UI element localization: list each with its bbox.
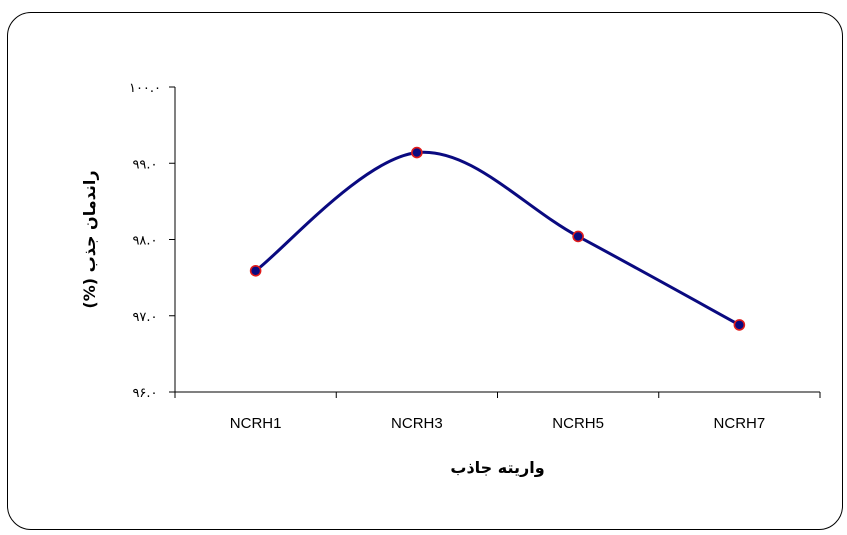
data-point (411, 146, 423, 159)
x-tick-label: NCRH7 (714, 415, 766, 432)
y-tick-label: ۹۸.۰ (132, 234, 157, 249)
series-layer (249, 146, 746, 331)
y-tick-label: ۹۶.۰ (132, 386, 157, 401)
x-tick-label: NCRH3 (391, 415, 443, 432)
y-tick-label: ۹۷.۰ (132, 310, 157, 325)
y-tick-label: ۱۰۰.۰ (129, 81, 161, 96)
axis-labels: واریته جاذب راندمان جذب (%) (80, 170, 545, 477)
x-axis-title: واریته جاذب (450, 458, 544, 477)
data-point (733, 319, 746, 331)
y-axis-title: راندمان جذب (%) (80, 170, 99, 308)
x-tick-label: NCRH5 (552, 415, 604, 432)
axes: ۹۶.۰ ۹۷.۰ ۹۸.۰ ۹۹.۰ ۱۰۰.۰ NCRH1 NCRH3 NCRH5 NCRH… (129, 81, 821, 432)
series-line (254, 150, 741, 327)
y-tick-label: ۹۹.۰ (132, 157, 157, 172)
chart-frame (7, 12, 843, 530)
data-point (572, 230, 584, 243)
data-point (249, 264, 262, 277)
x-tick-label: NCRH1 (230, 415, 282, 432)
